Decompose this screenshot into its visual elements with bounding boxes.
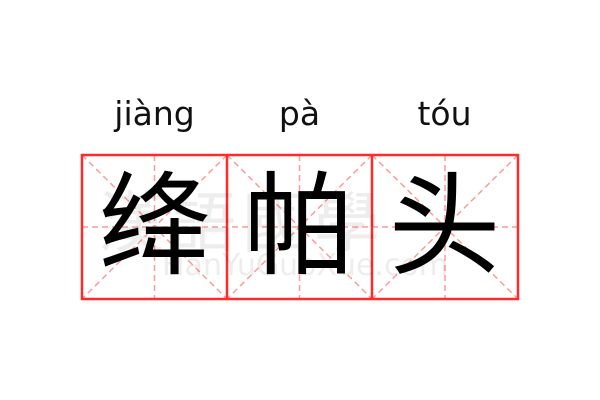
character-2: 帕: [243, 162, 356, 292]
pinyin-2: pà: [278, 94, 321, 133]
pinyin-1: jiàng: [114, 94, 195, 133]
watermark-chinese: 漢語國學: [98, 185, 386, 262]
pinyin-3: tóu: [417, 94, 472, 133]
character-1: 绛: [98, 162, 211, 292]
watermark-latin: HanYuGuoXue.com: [162, 248, 449, 283]
character-3: 头: [388, 162, 501, 292]
